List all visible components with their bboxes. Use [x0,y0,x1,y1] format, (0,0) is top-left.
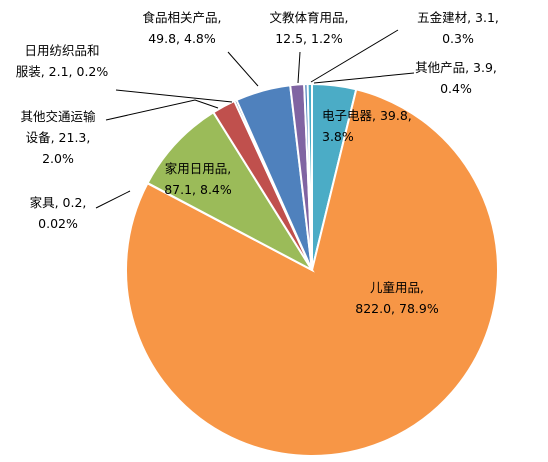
leader-lines [95,29,415,209]
leader-line-7 [297,51,301,84]
pie-slices [125,82,500,457]
data-label-3: 家用日用品, 87.1, 8.4% [164,161,232,197]
data-label-7: 文教体育用品, 12.5, 1.2% [270,10,349,46]
leader-line-8 [310,29,399,83]
leader-line-6 [227,51,259,87]
data-label-1: 儿童用品, 822.0, 78.9% [355,280,439,316]
data-labels: 电子电器, 39.8, 3.8% 儿童用品, 822.0, 78.9% 家具, 0.2,… [16,10,499,316]
data-label-4: 其他交通运输设备, 21.3, 2.0% [20,109,96,166]
data-label-8-line-0: 五金建材, 3.1, [417,10,499,25]
data-label-4-line-0: 其他交通运输 [20,109,96,124]
data-label-3-line-0: 家用日用品, [165,161,231,176]
leader-line-9 [313,72,415,84]
data-label-0: 电子电器, 39.8, 3.8% [322,108,412,144]
leader-line-5 [115,89,233,103]
data-label-7-line-0: 文教体育用品, [270,10,349,25]
data-label-8-line-1: 0.3% [442,31,474,46]
pie-slice-3 [146,110,315,273]
data-label-6: 食品相关产品, 49.8, 4.8% [143,10,222,46]
data-label-9-line-1: 0.4% [440,81,472,96]
data-label-5-line-1: 服装, 2.1, 0.2% [16,64,109,79]
leader-line-4 [105,99,219,121]
data-label-9: 其他产品, 3.9, 0.4% [415,60,497,96]
data-label-4-line-2: 2.0% [42,151,74,166]
data-label-3-line-1: 87.1, 8.4% [164,182,232,197]
data-label-0-line-1: 3.8% [322,129,354,144]
pie-slice-9 [306,82,313,271]
data-label-2-line-1: 0.02% [38,216,78,231]
data-label-9-line-0: 其他产品, 3.9, [415,60,497,75]
data-label-1-line-1: 822.0, 78.9% [355,301,439,316]
leader-line-2 [95,190,131,209]
data-label-7-line-1: 12.5, 1.2% [275,31,343,46]
data-label-2-line-0: 家具, 0.2, [30,195,87,210]
data-label-4-line-1: 设备, 21.3, [26,130,91,145]
data-label-5-line-0: 日用纺织品和 [24,43,99,58]
data-label-5: 日用纺织品和服装, 2.1, 0.2% [16,43,109,79]
data-label-0-line-0: 电子电器, 39.8, [322,108,412,123]
data-label-6-line-0: 食品相关产品, [143,10,222,25]
data-label-2: 家具, 0.2, 0.02% [30,195,87,231]
data-label-1-line-0: 儿童用品, [370,280,424,295]
data-label-6-line-1: 49.8, 4.8% [148,31,216,46]
pie-slice-1 [125,88,500,457]
data-label-8: 五金建材, 3.1, 0.3% [417,10,499,46]
